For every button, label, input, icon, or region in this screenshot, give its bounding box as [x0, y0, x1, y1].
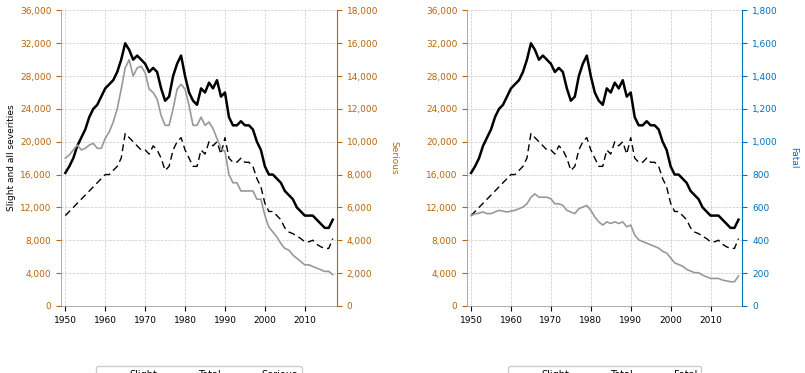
Y-axis label: Serious: Serious: [389, 141, 398, 175]
Y-axis label: Slight and all severities: Slight and all severities: [7, 105, 16, 211]
Y-axis label: Fatal: Fatal: [789, 147, 798, 169]
Legend: Slight, Total, Serious: Slight, Total, Serious: [97, 366, 302, 373]
Legend: Slight, Total, Fatal: Slight, Total, Fatal: [509, 366, 701, 373]
